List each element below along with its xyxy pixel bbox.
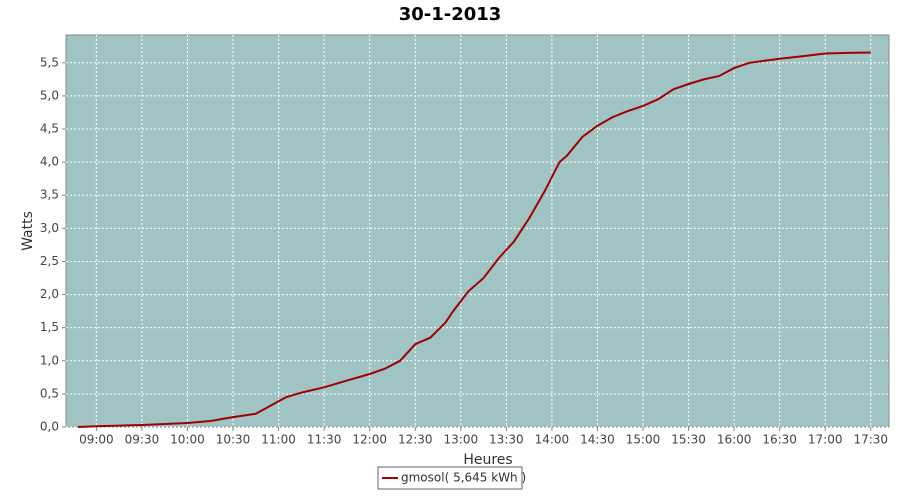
x-tick-label: 13:00 bbox=[444, 433, 479, 447]
y-tick-label: 1,0 bbox=[40, 353, 59, 367]
x-tick-label: 17:00 bbox=[808, 433, 843, 447]
x-tick-label: 12:00 bbox=[352, 433, 387, 447]
y-tick-label: 3,0 bbox=[40, 221, 59, 235]
y-tick-label: 5,5 bbox=[40, 55, 59, 69]
y-tick-label: 2,0 bbox=[40, 287, 59, 301]
x-tick-label: 10:30 bbox=[216, 433, 251, 447]
y-tick-label: 2,5 bbox=[40, 254, 59, 268]
y-tick-label: 0,5 bbox=[40, 386, 59, 400]
x-tick-label: 12:30 bbox=[398, 433, 433, 447]
y-tick-label: 5,0 bbox=[40, 88, 59, 102]
y-tick-label: 4,0 bbox=[40, 155, 59, 169]
x-tick-label: 15:00 bbox=[626, 433, 661, 447]
line bbox=[78, 51, 871, 428]
y-tick-label: 0,0 bbox=[40, 420, 59, 434]
legend-box bbox=[377, 466, 523, 490]
x-tick-label: 10:00 bbox=[170, 433, 205, 447]
x-tick-label: 13:30 bbox=[489, 433, 524, 447]
x-tick-label: 15:30 bbox=[671, 433, 706, 447]
x-tick-label: 09:30 bbox=[125, 433, 160, 447]
x-tick-label: 11:00 bbox=[261, 433, 296, 447]
x-tick-label: 16:30 bbox=[762, 433, 797, 447]
x-axis-label: Heures bbox=[463, 452, 512, 468]
x-tick-label: 11:30 bbox=[307, 433, 342, 447]
plot-area bbox=[65, 34, 890, 428]
legend-label: gmosol( 5,645 kWh ) bbox=[401, 471, 526, 485]
x-tick-label: 14:00 bbox=[535, 433, 570, 447]
chart-title: 30-1-2013 bbox=[399, 4, 502, 25]
x-tick-label: 14:30 bbox=[580, 433, 615, 447]
x-tick-label: 17:30 bbox=[853, 433, 888, 447]
y-axis-label: Watts bbox=[20, 211, 36, 251]
x-tick-label: 09:00 bbox=[79, 433, 114, 447]
y-tick-label: 4,5 bbox=[40, 122, 59, 136]
x-tick-label: 16:00 bbox=[717, 433, 752, 447]
y-tick-label: 3,5 bbox=[40, 188, 59, 202]
y-tick-label: 1,5 bbox=[40, 320, 59, 334]
